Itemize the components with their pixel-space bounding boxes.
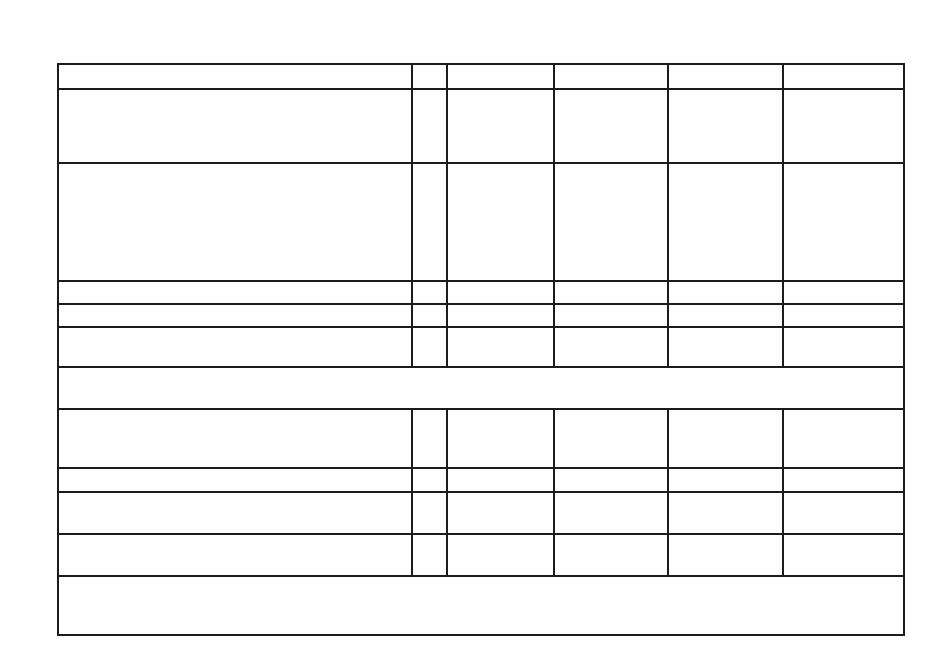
table-row	[57, 326, 905, 368]
table-cell	[411, 491, 448, 535]
table-row	[57, 280, 905, 305]
table-row	[57, 408, 905, 469]
table-cell	[446, 408, 555, 469]
table-cell	[667, 467, 784, 493]
table-cell	[411, 162, 448, 282]
table-cell	[411, 88, 448, 164]
table-cell	[553, 88, 669, 164]
table-cell	[411, 280, 448, 305]
table-cell	[782, 491, 905, 535]
table-cell	[782, 533, 905, 577]
table-row	[57, 88, 905, 164]
table-row	[57, 366, 905, 410]
table-cell	[553, 162, 669, 282]
table-row	[57, 162, 905, 282]
table-cell	[782, 408, 905, 469]
table-cell	[411, 63, 448, 90]
table-row	[57, 467, 905, 493]
table-cell	[667, 491, 784, 535]
table-cell	[553, 467, 669, 493]
table-cell	[553, 280, 669, 305]
table-cell	[446, 88, 555, 164]
table-cell	[411, 303, 448, 328]
full-span-cell	[57, 575, 905, 636]
table-row	[57, 575, 905, 636]
table-row	[57, 63, 905, 90]
table-cell	[553, 326, 669, 368]
table-cell	[667, 88, 784, 164]
table-cell	[57, 63, 413, 90]
table-cell	[782, 162, 905, 282]
table-cell	[57, 326, 413, 368]
table-cell	[782, 326, 905, 368]
table-cell	[411, 408, 448, 469]
table-cell	[446, 63, 555, 90]
table-cell	[667, 162, 784, 282]
full-span-cell	[57, 366, 905, 410]
table-row	[57, 533, 905, 577]
table-cell	[411, 533, 448, 577]
table-cell	[57, 533, 413, 577]
table-cell	[782, 303, 905, 328]
table-cell	[57, 303, 413, 328]
table-cell	[446, 280, 555, 305]
table-cell	[667, 280, 784, 305]
table-cell	[446, 467, 555, 493]
table-row	[57, 491, 905, 535]
table-cell	[57, 280, 413, 305]
table-cell	[553, 303, 669, 328]
table-cell	[411, 326, 448, 368]
table-cell	[446, 303, 555, 328]
table-cell	[57, 467, 413, 493]
table-cell	[553, 533, 669, 577]
table-cell	[667, 326, 784, 368]
table-cell	[411, 467, 448, 493]
table-cell	[57, 491, 413, 535]
table-cell	[782, 280, 905, 305]
table-cell	[57, 162, 413, 282]
table-cell	[667, 303, 784, 328]
table-cell	[782, 467, 905, 493]
table-cell	[667, 63, 784, 90]
table-cell	[667, 533, 784, 577]
table-row	[57, 303, 905, 328]
table-cell	[57, 88, 413, 164]
table-cell	[446, 326, 555, 368]
table-cell	[667, 408, 784, 469]
table-cell	[553, 408, 669, 469]
table-cell	[57, 408, 413, 469]
blank-form-table	[57, 63, 905, 636]
table-cell	[782, 63, 905, 90]
form-table-body	[57, 63, 905, 636]
table-cell	[782, 88, 905, 164]
table-cell	[446, 491, 555, 535]
table-cell	[553, 63, 669, 90]
table-cell	[446, 162, 555, 282]
table-cell	[446, 533, 555, 577]
table-cell	[553, 491, 669, 535]
